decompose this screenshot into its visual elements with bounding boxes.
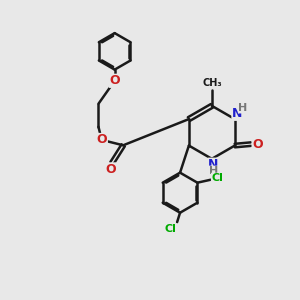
Text: O: O <box>105 163 116 176</box>
Text: H: H <box>209 166 218 176</box>
Text: O: O <box>252 138 263 151</box>
Text: Cl: Cl <box>164 224 176 234</box>
Text: N: N <box>232 107 242 120</box>
Text: Cl: Cl <box>212 173 223 183</box>
Text: O: O <box>97 134 107 146</box>
Text: CH₃: CH₃ <box>202 78 222 88</box>
Text: N: N <box>208 158 218 171</box>
Text: H: H <box>238 103 248 113</box>
Text: O: O <box>110 74 120 87</box>
